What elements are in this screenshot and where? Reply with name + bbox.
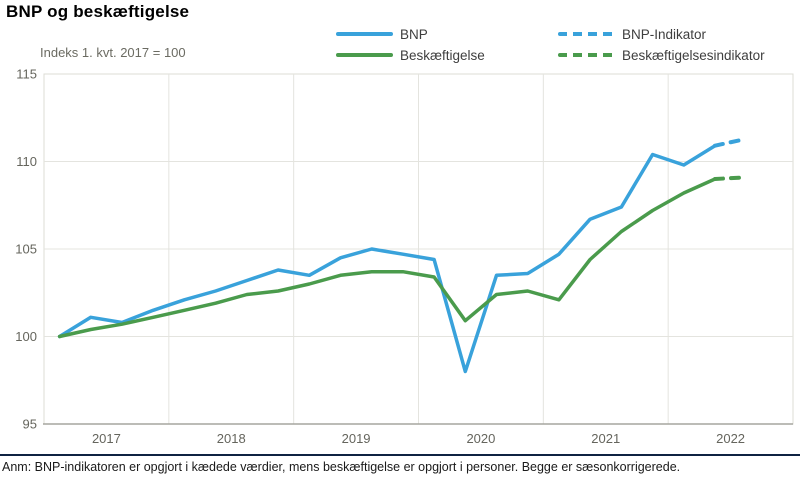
axis-unit-note: Indeks 1. kvt. 2017 = 100 [40,45,186,60]
legend-dashed-line-bnp-indikator-icon [558,32,615,36]
legend-label-bnp: BNP [400,26,428,42]
x-tick-label: 2019 [342,431,371,446]
y-tick-label: 100 [15,329,37,344]
x-tick-label: 2020 [466,431,495,446]
x-tick-label: 2022 [716,431,745,446]
legend-item-bnp: BNP [336,26,428,42]
y-tick-label: 110 [16,154,37,169]
line-chart-plot: 95 100 105 110 115 2017 2018 2019 2020 2021 2022 [15,67,794,446]
series-line-bnp-indikator [713,136,749,148]
x-tick-label: 2017 [92,431,121,446]
legend-label-beskaeftigelsesindikator: Beskæftigelsesindikator [622,47,765,63]
y-tick-label: 115 [16,67,37,82]
legend-label-bnp-indikator: BNP-Indikator [622,26,707,42]
footnote: Anm: BNP-indikatoren er opgjort i kædede… [2,460,681,474]
series-line-besk-ftigelsesindikator [713,175,749,181]
series-line-besk-ftigelse [57,177,717,339]
x-tick-label: 2021 [591,431,620,446]
legend-item-bnp-indikator: BNP-Indikator [558,26,706,42]
x-tick-label: 2018 [217,431,246,446]
legend-line-beskaeftigelse-icon [336,53,393,57]
page-title: BNP og beskæftigelse [6,2,190,21]
legend-label-beskaeftigelse: Beskæftigelse [400,47,485,63]
series-line-bnp [57,143,717,374]
legend-dashed-line-beskaeftigelsesindikator-icon [558,53,615,57]
y-tick-label: 105 [15,242,37,257]
legend-line-bnp-icon [336,32,393,36]
footer-divider [0,454,800,456]
legend-item-beskaeftigelsesindikator: Beskæftigelsesindikator [558,47,765,63]
legend-item-beskaeftigelse: Beskæftigelse [336,47,485,63]
y-tick-label: 95 [23,417,37,432]
